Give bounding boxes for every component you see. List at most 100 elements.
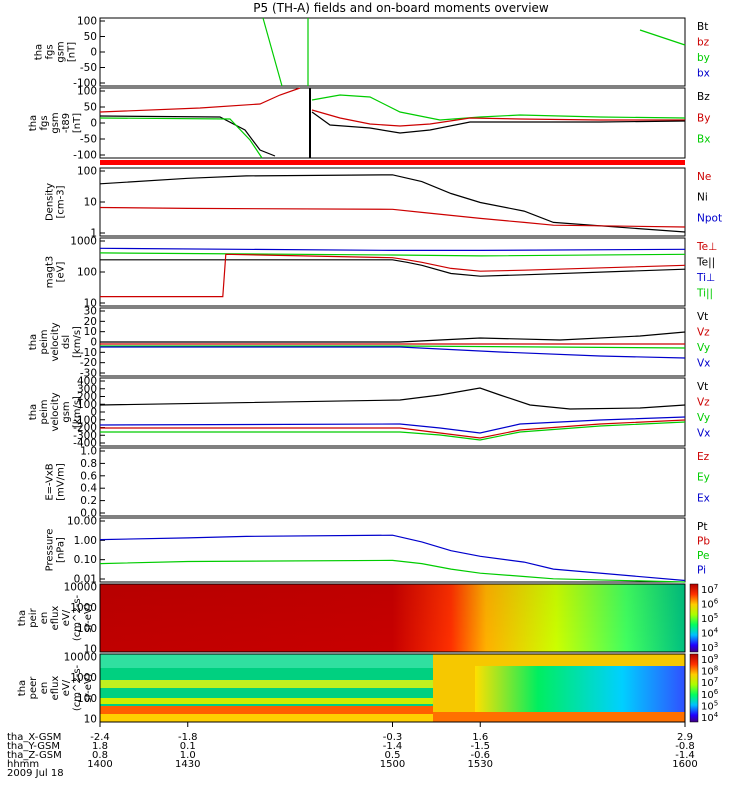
y-axis-label: [eV] [56,262,67,283]
y-tick-label: 10 [84,197,97,209]
y-tick-label: 1000 [70,672,97,684]
trace-vt-gsm [99,387,686,410]
colorbar-exponent: 3 [714,641,718,649]
y-axis-label: E=-VxB [45,463,56,500]
legend-Vt: Vt [697,381,708,393]
legend-Ez: Ez [697,451,710,463]
y-tick-label: 0.2 [80,495,97,507]
legend-bx: bx [697,68,710,80]
colorbar-label: 106 [701,598,719,611]
legend-Vz: Vz [697,327,710,339]
y-tick-label: 10 [84,714,97,726]
legend-Pt: Pt [697,521,707,533]
footer-z-value: 0.8 [92,750,108,761]
trace-Bz-2 [311,111,686,134]
y-axis-label: peim [39,329,50,354]
y-axis-label: tha [28,334,39,350]
footer-row-label: tha_X-GSM [7,732,61,743]
y-axis-label: -t89 [61,113,72,133]
spectrogram-electron [99,653,699,723]
y-tick-label: -100 [73,414,97,426]
y-axis-label: eflux [50,676,61,701]
chart-title: P5 (TH-A) fields and on-board moments ov… [253,1,549,15]
trace-vx-dsl [100,346,686,359]
y-axis-label: Pressure [45,529,56,572]
spectrogram-electron-core [475,666,685,714]
footer-z-value: 1.0 [180,750,196,761]
y-tick-label: 100 [77,399,97,411]
y-tick-label: 400 [77,376,97,388]
footer-z-value: -1.4 [675,750,695,761]
footer-x-value: -0.3 [383,732,403,743]
legend-Ti||: Ti|| [696,288,713,300]
footer-date: 2009 Jul 18 [7,768,64,779]
y-tick-label: 1.00 [74,535,97,547]
y-axis-label: gsm [61,401,72,422]
legend-Vz: Vz [697,397,710,409]
colorbar-exponent: 4 [714,711,719,719]
band-low2 [100,706,433,714]
footer-y-value: -0.8 [675,741,695,752]
y-tick-label: 100 [77,166,97,178]
quality-flag-bar [100,160,685,165]
y-tick-label: -100 [73,78,97,90]
y-tick-label: 10 [84,326,97,338]
footer-time: 1430 [175,759,200,770]
band-top [100,654,433,668]
y-axis-label: gsm [50,112,61,133]
series-Ni [99,174,686,233]
y-tick-label: -10 [80,347,97,359]
y-tick-label: 20 [84,316,97,328]
y-tick-label: 1000 [70,602,97,614]
y-tick-label: 0 [90,337,97,349]
y-tick-label: 0 [90,47,97,59]
spectrogram-ion [99,583,699,653]
band-low1 [100,698,433,704]
trace-Bz [99,115,276,157]
colorbar-label: 105 [701,612,718,625]
colorbar-exponent: 7 [714,583,718,591]
footer-z-value: -0.6 [470,750,490,761]
trace-vy-dsl [100,345,686,349]
y-tick-label: 1000 [70,236,97,248]
colorbar-exponent: 7 [714,676,718,684]
y-axis-label: dsl [61,335,72,349]
y-axis-label: magt3 [45,256,56,289]
colorbar-exponent: 4 [714,627,719,635]
colorbar-exponent: 6 [714,598,719,606]
y-tick-label: 10000 [64,582,97,594]
y-axis-label: sr-eV) [83,603,94,632]
spectrogram-ion-shade [100,584,685,652]
footer-x-value: -1.8 [178,732,198,743]
series-Ti|| [99,252,686,257]
panel-peir_en_eflux: 10000 1000 100 10 tha peir en eflux eV/(cm^2-s-s… [17,582,719,656]
panel-efield: 1.00.80.60.40.20.0 E=-VxB [mV/m] Ez Ey Ex [45,446,710,520]
y-axis-label: Density [45,183,56,221]
y-tick-label: -200 [73,422,97,434]
trace-By-2 [311,109,685,127]
legend-Vx: Vx [697,428,710,440]
y-tick-label: 10000 [64,652,97,664]
colorbar-label: 104 [701,711,719,724]
y-tick-label: 0.6 [80,470,97,482]
trace-vt-dsl [100,331,686,343]
panel-fgs_gsm_t89: 100 50 0 -50 -100 tha fgs gsm -t89 [nT] Bz By Bx [28,86,710,162]
footer-time: 1500 [380,759,405,770]
spectrogram-ion-frame [99,583,686,653]
y-tick-label: 0 [90,118,97,130]
legend-By: By [697,112,710,124]
y-axis-label: peir [28,607,39,627]
spectrogram-electron-bottom [433,712,685,722]
footer-time: 1530 [468,759,493,770]
footer-time: 1600 [672,759,697,770]
y-tick-label: 300 [77,383,97,395]
series-Te⊥ [100,253,686,298]
legend-Ey: Ey [697,472,710,484]
footer-y-value: 0.1 [180,741,196,752]
y-tick-label: 30 [84,306,97,318]
y-axis-label: en [39,612,50,625]
y-axis-label: eV/ [61,679,72,696]
